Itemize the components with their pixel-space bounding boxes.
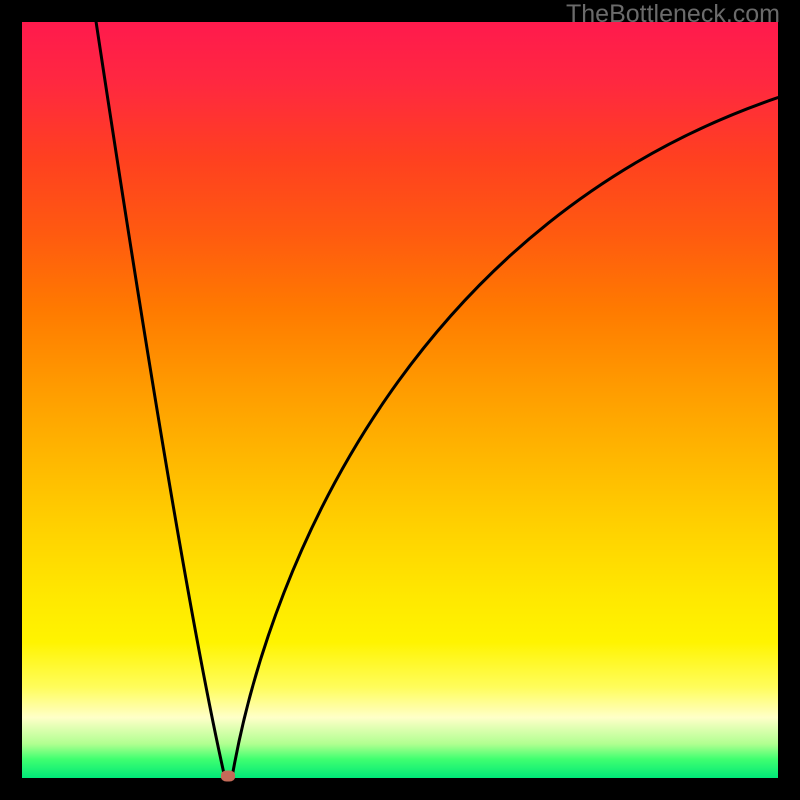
watermark-text: TheBottleneck.com [566,0,780,29]
bottleneck-curve [22,22,778,778]
optimum-marker [221,771,235,782]
plot-area [22,22,778,778]
